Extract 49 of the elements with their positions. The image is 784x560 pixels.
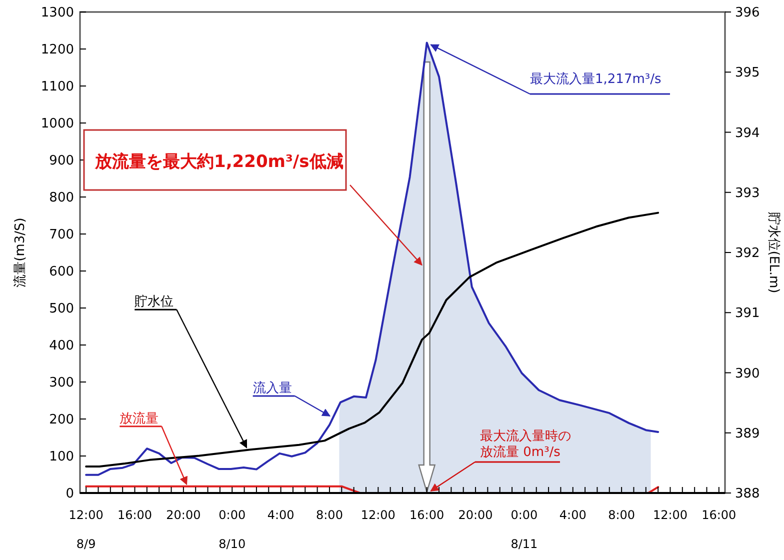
y-axis-title: 流量(m3/S) <box>12 218 28 288</box>
x-tick-label: 8:00 <box>608 508 636 522</box>
y2-tick-label: 388 <box>735 486 760 502</box>
x-tick-label: 12:00 <box>68 508 104 522</box>
y-tick-label: 800 <box>49 190 74 206</box>
y2-axis-title: 貯水位(EL.m) <box>766 212 781 294</box>
y-tick-label: 300 <box>49 376 74 391</box>
y-tick-label: 1300 <box>40 6 74 21</box>
y2-tick-label: 395 <box>735 66 760 81</box>
annotation: 最大流入量1,217m³/s <box>530 71 662 87</box>
y2-tick-label: 393 <box>735 186 760 201</box>
y-tick-label: 1000 <box>40 116 74 132</box>
x-tick-label: 12:00 <box>360 508 396 522</box>
y2-tick-label: 392 <box>735 246 760 262</box>
x-tick-label: 0:00 <box>510 508 538 522</box>
y2-tick-label: 390 <box>735 366 760 382</box>
x-tick-label: 16:00 <box>117 508 152 522</box>
y-tick-label: 600 <box>49 264 74 280</box>
y2-tick-label: 396 <box>735 6 760 21</box>
y2-tick-label: 389 <box>735 426 760 442</box>
y2-tick-label: 391 <box>735 306 760 322</box>
y-tick-label: 700 <box>49 228 74 243</box>
text: 流入量 <box>252 380 292 396</box>
y-tick-label: 400 <box>49 338 74 354</box>
y2-tick-label: 394 <box>735 126 760 141</box>
text: 放流量 <box>120 410 159 426</box>
annotation: 放流量 0m³/s <box>480 444 561 460</box>
y-tick-label: 1100 <box>40 80 74 95</box>
x-tick-label: 20:00 <box>166 508 201 522</box>
text: 8/11 <box>510 537 538 551</box>
x-tick-label: 0:00 <box>218 508 246 522</box>
annotation: 最大流入量時の <box>480 428 571 444</box>
y-tick-label: 900 <box>49 154 74 169</box>
x-tick-label: 4:00 <box>267 508 294 522</box>
y-tick-label: 200 <box>49 412 74 428</box>
x-tick-label: 4:00 <box>559 508 586 522</box>
x-tick-label: 16:00 <box>410 508 444 522</box>
text: 8/10 <box>218 537 246 551</box>
x-tick-label: 8:00 <box>316 508 343 522</box>
annotation: 放流量を最大約1,220m³/s低減 <box>94 152 344 172</box>
x-tick-label: 20:00 <box>458 508 493 522</box>
x-tick-label: 16:00 <box>702 508 736 522</box>
y-tick-label: 0 <box>66 486 74 502</box>
y-tick-label: 100 <box>49 450 74 465</box>
y-tick-label: 500 <box>49 302 74 317</box>
x-tick-label: 12:00 <box>652 508 688 522</box>
y-tick-label: 1200 <box>40 42 74 58</box>
text: 貯水位 <box>134 294 174 310</box>
text: 8/9 <box>76 537 96 551</box>
